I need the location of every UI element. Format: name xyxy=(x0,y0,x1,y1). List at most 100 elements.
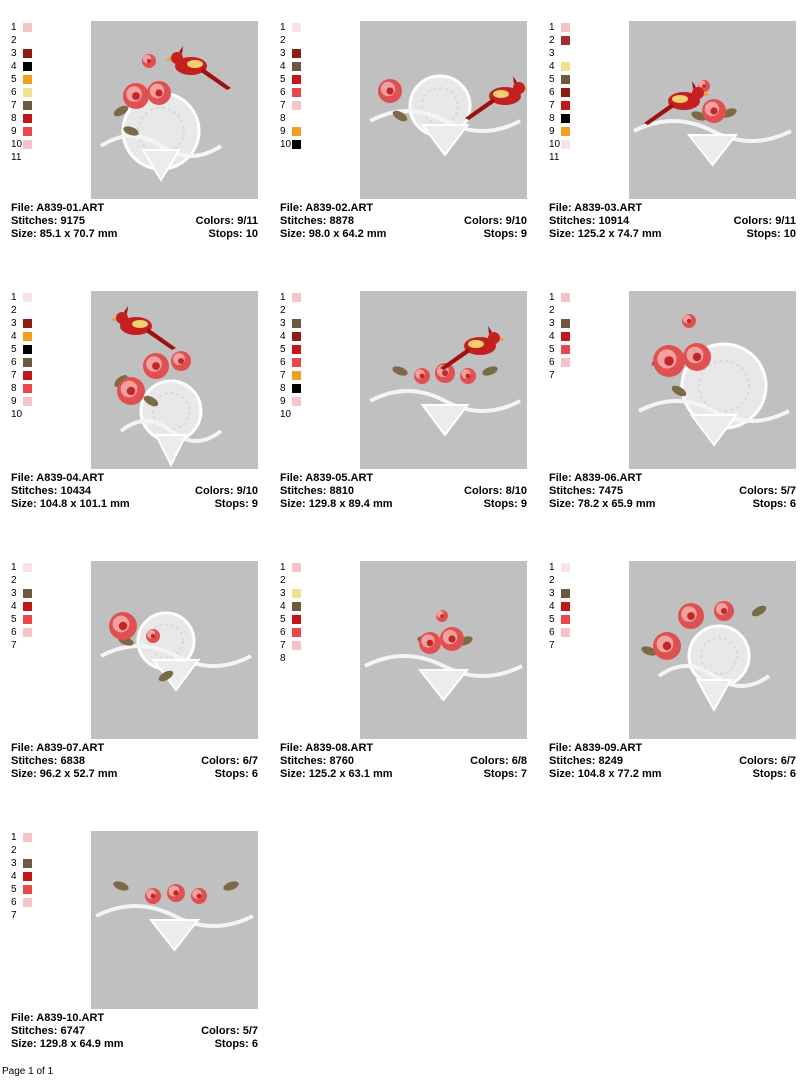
file-name: File: A839-06.ART xyxy=(549,472,643,484)
swatch-number: 8 xyxy=(549,113,555,124)
swatch-number: 7 xyxy=(549,100,555,111)
swatch-color xyxy=(23,589,32,598)
swatch-color xyxy=(23,101,32,110)
swatch-number: 1 xyxy=(280,22,286,33)
color-swatch-row: 6 xyxy=(549,356,589,369)
swatch-number: 4 xyxy=(549,601,555,612)
stitch-count: Stitches: 8878 xyxy=(280,215,354,227)
swatch-number: 2 xyxy=(280,35,286,46)
swatch-color xyxy=(23,345,32,354)
file-name: File: A839-01.ART xyxy=(11,202,105,214)
stitch-count: Stitches: 8249 xyxy=(549,755,623,767)
color-swatch-row: 1 xyxy=(549,561,589,574)
color-swatch-row: 3 xyxy=(549,587,589,600)
design-info: File: A839-02.ART Stitches: 8878 Colors: 9… xyxy=(280,202,527,241)
color-swatch-row: 10 xyxy=(11,138,51,151)
color-swatch-row: 1 xyxy=(280,291,320,304)
swatch-color xyxy=(23,358,32,367)
color-swatch-row: 5 xyxy=(549,613,589,626)
swatch-number: 1 xyxy=(11,292,17,303)
swatch-number: 2 xyxy=(11,35,17,46)
file-name: File: A839-02.ART xyxy=(280,202,374,214)
color-count: Colors: 9/11 xyxy=(733,215,796,227)
color-swatch-row: 4 xyxy=(11,60,51,73)
swatch-number: 9 xyxy=(280,126,286,137)
swatch-number: 11 xyxy=(549,152,560,163)
color-swatch-row: 3 xyxy=(280,317,320,330)
color-swatch-row: 6 xyxy=(11,626,51,639)
color-swatch-row: 9 xyxy=(280,125,320,138)
stitch-count: Stitches: 7475 xyxy=(549,485,623,497)
swatch-number: 5 xyxy=(549,614,555,625)
color-swatch-row: 7 xyxy=(280,99,320,112)
swatch-color xyxy=(561,345,570,354)
color-count: Colors: 6/8 xyxy=(470,755,527,767)
color-swatch-list: 1 2 3 4 5 6 7 8 9 10 xyxy=(280,291,320,421)
color-count: Colors: 5/7 xyxy=(739,485,796,497)
color-swatch-row: 5 xyxy=(11,613,51,626)
swatch-number: 10 xyxy=(11,139,23,150)
swatch-number: 4 xyxy=(11,871,17,882)
design-card: 1 2 3 4 5 6 7 File: A839-10.ART Stitches: 6747 C… xyxy=(11,831,261,1061)
color-swatch-row: 1 xyxy=(549,21,589,34)
design-size: Size: 78.2 x 65.9 mm xyxy=(549,498,656,510)
color-swatch-row: 7 xyxy=(280,369,320,382)
color-swatch-row: 7 xyxy=(549,639,589,652)
swatch-number: 7 xyxy=(280,370,286,381)
color-swatch-row: 3 xyxy=(549,47,589,60)
stitch-count: Stitches: 10914 xyxy=(549,215,630,227)
color-swatch-row: 4 xyxy=(280,600,320,613)
color-swatch-row: 9 xyxy=(11,395,51,408)
swatch-number: 4 xyxy=(11,601,17,612)
color-count: Colors: 5/7 xyxy=(201,1025,258,1037)
stop-count: Stops: 6 xyxy=(752,768,796,780)
color-swatch-row: 4 xyxy=(280,330,320,343)
swatch-number: 4 xyxy=(549,331,555,342)
design-size: Size: 129.8 x 64.9 mm xyxy=(11,1038,124,1050)
file-name: File: A839-10.ART xyxy=(11,1012,105,1024)
swatch-color xyxy=(561,628,570,637)
swatch-number: 6 xyxy=(549,357,555,368)
design-info: File: A839-01.ART Stitches: 9175 Colors: 9… xyxy=(11,202,258,241)
swatch-number: 5 xyxy=(549,344,555,355)
color-swatch-row: 6 xyxy=(280,626,320,639)
swatch-number: 5 xyxy=(11,614,17,625)
swatch-color xyxy=(561,140,570,149)
color-swatch-row: 6 xyxy=(11,86,51,99)
swatch-number: 8 xyxy=(11,113,17,124)
swatch-color xyxy=(561,23,570,32)
swatch-color xyxy=(23,88,32,97)
swatch-color xyxy=(292,358,301,367)
swatch-number: 5 xyxy=(11,74,17,85)
file-name: File: A839-07.ART xyxy=(11,742,105,754)
color-count: Colors: 6/7 xyxy=(201,755,258,767)
swatch-color xyxy=(561,114,570,123)
swatch-number: 4 xyxy=(280,601,286,612)
color-swatch-row: 8 xyxy=(280,382,320,395)
stop-count: Stops: 6 xyxy=(752,498,796,510)
swatch-number: 10 xyxy=(11,409,23,420)
stop-count: Stops: 9 xyxy=(483,228,527,240)
color-swatch-row: 10 xyxy=(280,138,320,151)
color-swatch-row: 1 xyxy=(11,291,51,304)
swatch-number: 3 xyxy=(11,858,17,869)
swatch-number: 7 xyxy=(280,640,286,651)
swatch-color xyxy=(23,49,32,58)
swatch-number: 5 xyxy=(280,614,286,625)
swatch-number: 1 xyxy=(11,22,17,33)
swatch-number: 6 xyxy=(280,87,286,98)
color-swatch-row: 8 xyxy=(280,652,320,665)
color-swatch-row: 6 xyxy=(11,356,51,369)
swatch-number: 1 xyxy=(11,562,17,573)
file-name: File: A839-04.ART xyxy=(11,472,105,484)
color-swatch-list: 1 2 3 4 5 6 7 xyxy=(11,561,51,652)
swatch-number: 7 xyxy=(11,910,17,921)
color-swatch-row: 10 xyxy=(549,138,589,151)
color-swatch-row: 6 xyxy=(11,896,51,909)
swatch-number: 1 xyxy=(280,562,286,573)
color-swatch-list: 1 2 3 4 5 6 7 8 9 10 11 xyxy=(549,21,589,164)
stitch-count: Stitches: 6838 xyxy=(11,755,85,767)
design-size: Size: 129.8 x 89.4 mm xyxy=(280,498,393,510)
design-size: Size: 104.8 x 77.2 mm xyxy=(549,768,662,780)
design-size: Size: 98.0 x 64.2 mm xyxy=(280,228,387,240)
